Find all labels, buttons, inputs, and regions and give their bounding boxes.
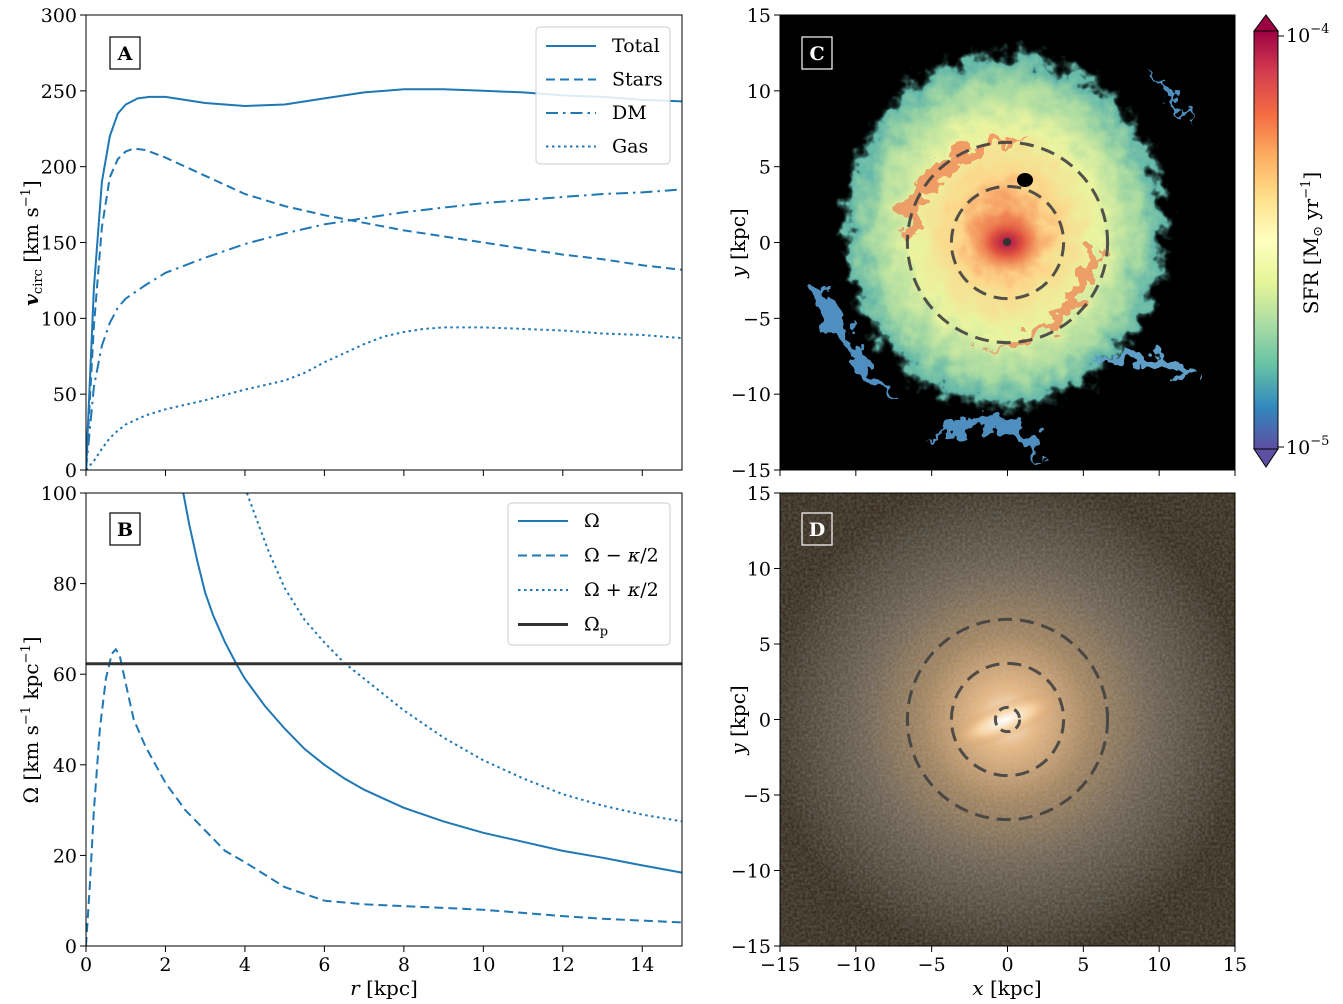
colorbar-lower-extend bbox=[1253, 448, 1279, 468]
y-tick-label: 0 bbox=[759, 710, 771, 732]
panel-c-outer-circle bbox=[905, 140, 1110, 345]
y-tick-label: 0 bbox=[759, 233, 771, 255]
panel-d-ticks: −15 −10 −5 0 5 10 15 −15 −10 −5 0 5 10 15 bbox=[731, 483, 1247, 976]
y-tick-label: 300 bbox=[41, 5, 77, 27]
panel-d: −15 −10 −5 0 5 10 15 −15 −10 −5 0 5 10 15 D y [kpc] x… bbox=[726, 483, 1247, 1000]
panel-a-letter: A bbox=[117, 43, 133, 65]
y-tick-label: 0 bbox=[65, 936, 77, 958]
x-tick-label: 2 bbox=[159, 954, 171, 976]
x-tick-label: 14 bbox=[630, 954, 654, 976]
series-line-3 bbox=[86, 326, 682, 470]
y-tick-label: 80 bbox=[53, 574, 77, 596]
panel-b-legend: Ω Ω − κ/2 Ω + κ/2 Ωp bbox=[507, 502, 671, 646]
y-tick-label: 50 bbox=[53, 384, 77, 406]
x-tick-label: 0 bbox=[80, 954, 92, 976]
colorbar-max-label: 10−4 bbox=[1286, 22, 1329, 47]
panel-a-ticks: 0 50 100 150 200 250 300 bbox=[41, 5, 643, 482]
y-tick-label: 60 bbox=[53, 664, 77, 686]
panel-c-ticks: −15 −10 −5 0 5 10 15 bbox=[731, 5, 1236, 482]
colorbar-min-label: 10−5 bbox=[1286, 434, 1329, 459]
legend-entry-1: Stars bbox=[612, 69, 663, 91]
panel-d-core-circle bbox=[993, 705, 1022, 734]
panel-c-ylabel: y [kpc] bbox=[726, 208, 750, 278]
x-tick-label: −5 bbox=[918, 954, 946, 976]
x-tick-label: 15 bbox=[1223, 954, 1247, 976]
panel-a-label-box: A bbox=[109, 36, 141, 70]
panel-b-curves bbox=[86, 493, 682, 946]
y-tick-label: 150 bbox=[41, 233, 77, 255]
y-tick-label: 40 bbox=[53, 755, 77, 777]
y-tick-label: 100 bbox=[41, 483, 77, 505]
y-tick-label: 0 bbox=[65, 460, 77, 482]
x-tick-label: 6 bbox=[318, 954, 330, 976]
y-tick-label: 5 bbox=[759, 157, 771, 179]
x-tick-label: 10 bbox=[471, 954, 495, 976]
panel-b-letter: B bbox=[117, 519, 133, 541]
y-tick-label: 15 bbox=[747, 483, 771, 505]
panel-b-frame bbox=[85, 492, 683, 947]
x-tick-label: 4 bbox=[239, 954, 251, 976]
x-tick-label: −10 bbox=[836, 954, 876, 976]
y-tick-label: 5 bbox=[759, 634, 771, 656]
y-tick-label: −5 bbox=[743, 308, 771, 330]
colorbar-bar bbox=[1253, 30, 1279, 450]
series-line-1 bbox=[86, 147, 682, 470]
x-tick-label: 8 bbox=[398, 954, 410, 976]
series-line-0 bbox=[182, 493, 682, 874]
y-tick-label: −10 bbox=[731, 861, 771, 883]
panel-d-letter: D bbox=[809, 519, 825, 541]
legend-entry-3: Ωp bbox=[584, 614, 608, 640]
y-tick-label: 10 bbox=[747, 81, 771, 103]
y-tick-label: 15 bbox=[747, 5, 771, 27]
y-tick-label: 200 bbox=[41, 157, 77, 179]
y-tick-label: −15 bbox=[731, 460, 771, 482]
series-line-1 bbox=[86, 647, 682, 946]
legend-entry-2: DM bbox=[612, 102, 647, 124]
series-line-2 bbox=[86, 188, 682, 470]
panel-c: −15 −10 −5 0 5 10 15 C y [kpc] 10−4 10−5 SFR [… bbox=[726, 5, 1329, 482]
panel-b-xlabel: r [kpc] bbox=[350, 976, 418, 1000]
panel-a-legend: Total Stars DM Gas bbox=[535, 26, 671, 165]
legend-entry-0: Ω bbox=[584, 510, 600, 532]
x-tick-label: 5 bbox=[1077, 954, 1089, 976]
x-tick-label: 10 bbox=[1147, 954, 1171, 976]
panel-d-label-box: D bbox=[801, 512, 833, 546]
panel-d-image bbox=[780, 493, 1235, 946]
x-tick-label: 12 bbox=[551, 954, 575, 976]
panel-b-ticks: 0 2 4 6 8 10 12 14 0 20 40 60 80 100 bbox=[41, 483, 655, 976]
legend-entry-3: Gas bbox=[612, 136, 648, 158]
panel-c-label-box: C bbox=[801, 36, 833, 70]
panel-b-ylabel: Ω [km s−1 kpc−1] bbox=[19, 636, 43, 803]
panel-b: 0 2 4 6 8 10 12 14 0 20 40 60 80 100 B Ω Ω − κ/2 Ω + κ/… bbox=[19, 483, 683, 1000]
y-tick-label: 250 bbox=[41, 81, 77, 103]
colorbar-upper-extend bbox=[1253, 14, 1279, 32]
colorbar: 10−4 10−5 SFR [M⊙ yr−1] bbox=[1253, 14, 1329, 468]
panel-a-ylabel: vcirc [km s−1] bbox=[19, 180, 46, 305]
y-tick-label: −15 bbox=[731, 936, 771, 958]
y-tick-label: −5 bbox=[743, 785, 771, 807]
panel-b-label-box: B bbox=[109, 512, 141, 546]
colorbar-label: SFR [M⊙ yr−1] bbox=[1299, 172, 1326, 314]
panel-d-outer-circle bbox=[905, 617, 1110, 822]
panel-c-image bbox=[780, 15, 1235, 470]
panel-c-inner-circle bbox=[949, 184, 1066, 301]
legend-entry-2: Ω + κ/2 bbox=[584, 579, 659, 601]
panel-d-inner-circle bbox=[949, 661, 1066, 778]
panel-c-letter: C bbox=[809, 43, 824, 65]
legend-entry-0: Total bbox=[612, 35, 660, 57]
y-tick-label: −10 bbox=[731, 384, 771, 406]
panel-d-xlabel: x [kpc] bbox=[972, 976, 1041, 1000]
x-tick-label: 0 bbox=[1001, 954, 1013, 976]
legend-entry-1: Ω − κ/2 bbox=[584, 545, 659, 567]
y-tick-label: 100 bbox=[41, 308, 77, 330]
y-tick-label: 10 bbox=[747, 559, 771, 581]
panel-d-ylabel: y [kpc] bbox=[726, 685, 750, 755]
y-tick-label: 20 bbox=[53, 845, 77, 867]
x-tick-label: −15 bbox=[760, 954, 800, 976]
panel-a: 0 50 100 150 200 250 300 A Total Stars DM Gas vci… bbox=[19, 5, 683, 482]
